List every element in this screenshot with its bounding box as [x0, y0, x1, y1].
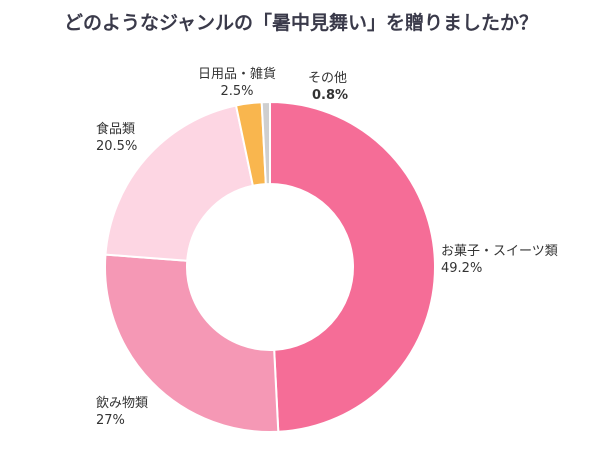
label-sweets: お菓子・スイーツ類 49.2%: [441, 243, 558, 277]
slice-label: 飲み物類: [96, 396, 149, 411]
slice-label: お菓子・スイーツ類: [441, 244, 558, 259]
slice-1: [104, 253, 280, 433]
slice-0: [269, 100, 436, 433]
slice-value: 49.2%: [441, 261, 483, 276]
label-food: 食品類 20.5%: [96, 121, 137, 155]
slice-value: 27%: [96, 413, 125, 428]
chart-title: どのようなジャンルの「暑中見舞い」を贈りましたか？: [63, 12, 539, 34]
slice-label: 食品類: [96, 122, 136, 137]
label-daily-goods: 日用品・雑貨 2.5%: [198, 66, 276, 100]
slice-label: その他: [308, 71, 348, 86]
label-other: その他 0.8%: [308, 70, 348, 104]
slice-4: [260, 100, 271, 186]
label-drinks: 飲み物類 27%: [96, 395, 148, 429]
slice-value: 2.5%: [220, 84, 254, 99]
slice-value: 0.8%: [312, 88, 349, 103]
slice-2: [104, 104, 255, 262]
slice-label: 日用品・雑貨: [198, 67, 277, 82]
slice-value: 20.5%: [96, 139, 138, 154]
